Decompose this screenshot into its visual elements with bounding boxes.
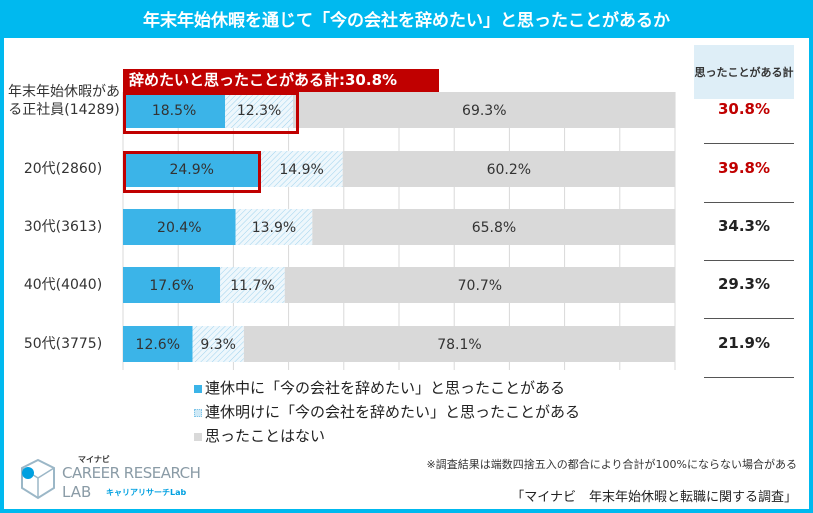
category-label: 50代(3775) [23,336,103,352]
category-label: 30代(3613) [23,219,103,235]
bar-segment [123,326,193,362]
logo-sub: キャリアリサーチLab [106,488,187,497]
chart-svg: 18.5% 12.3% 69.3% 24.9% 14.9% 60.2% 20.4% 13.9%… [122,92,676,370]
category-label: 20代(2860) [23,161,103,177]
logo-brand: マイナビ [78,455,110,464]
logo-name: CAREER RESEARCH [62,464,201,482]
total-value: 30.8% [717,100,771,118]
bar-segment [342,151,675,187]
source: 「マイナビ 年末年始休暇と転職に関する調査」 [511,490,797,505]
data-label: 12.6% [136,337,180,353]
data-label: 13.9% [252,220,296,236]
chart-title: 年末年始休暇を通じて「今の会社を辞めたい」と思ったことがあるか [4,4,809,38]
legend-label: 思ったことはない [205,427,326,445]
data-label: 18.5% [152,103,196,119]
bar-segment [225,92,294,128]
category-label: 年末年始休暇がある正社員(14289) [8,84,120,118]
highlight-label: 辞めたいと思ったことがある計:30.8% [123,69,439,92]
data-label: 20.4% [157,220,201,236]
data-label: 78.1% [437,337,481,353]
bar-segment [123,151,261,187]
legend-item-during: 連休中に「今の会社を辞めたい」と思ったことがある [194,377,565,398]
bar-segment [123,92,226,128]
bar-segment [220,267,285,303]
bar-segment [260,151,343,187]
legend-swatch [194,384,202,393]
bar-segment [284,267,675,303]
footnote: ※調査結果は端数四捨五入の都合により合計が100%にならない場合がある [426,458,797,471]
highlight-box-all [123,92,299,134]
logo-cube-icon [21,458,55,500]
separator [704,143,794,144]
logo: マイナビ CAREER RESEARCH LAB キャリアリサーチLab [18,454,218,504]
highlight-box-20s [123,151,261,193]
separator [704,260,794,261]
total-column-header: 思ったことがある計 [694,45,794,99]
data-label: 14.9% [279,162,323,178]
legend-swatch [194,408,202,417]
bar-segment [192,326,244,362]
total-value: 21.9% [717,334,771,352]
data-label: 17.6% [149,278,193,294]
data-label: 60.2% [487,162,531,178]
total-value: 34.3% [717,217,771,235]
legend-item-after: 連休明けに「今の会社を辞めたい」と思ったことがある [194,401,580,422]
data-label: 9.3% [200,337,236,353]
legend-item-none: 思ったことはない [194,425,325,446]
legend-label: 連休中に「今の会社を辞めたい」と思ったことがある [205,379,566,397]
data-label: 70.7% [458,278,502,294]
data-label: 11.7% [230,278,274,294]
bar-segment [123,209,236,245]
separator [704,377,794,378]
total-value: 29.3% [717,275,771,293]
data-label: 65.8% [472,220,516,236]
data-label: 69.3% [462,103,506,119]
separator [704,318,794,319]
bar-segment [243,326,675,362]
category-label: 40代(4040) [23,277,103,293]
legend-label: 連休明けに「今の会社を辞めたい」と思ったことがある [205,403,581,421]
bar-segment [235,209,313,245]
legend-swatch [194,432,202,441]
bar-segment [123,267,221,303]
data-label: 12.3% [237,103,281,119]
separator [704,202,794,203]
bar-segment [312,209,676,245]
data-label: 24.9% [169,162,213,178]
logo-name-lab: LAB [62,483,92,501]
total-value: 39.8% [717,159,771,177]
bar-segment [293,92,676,128]
